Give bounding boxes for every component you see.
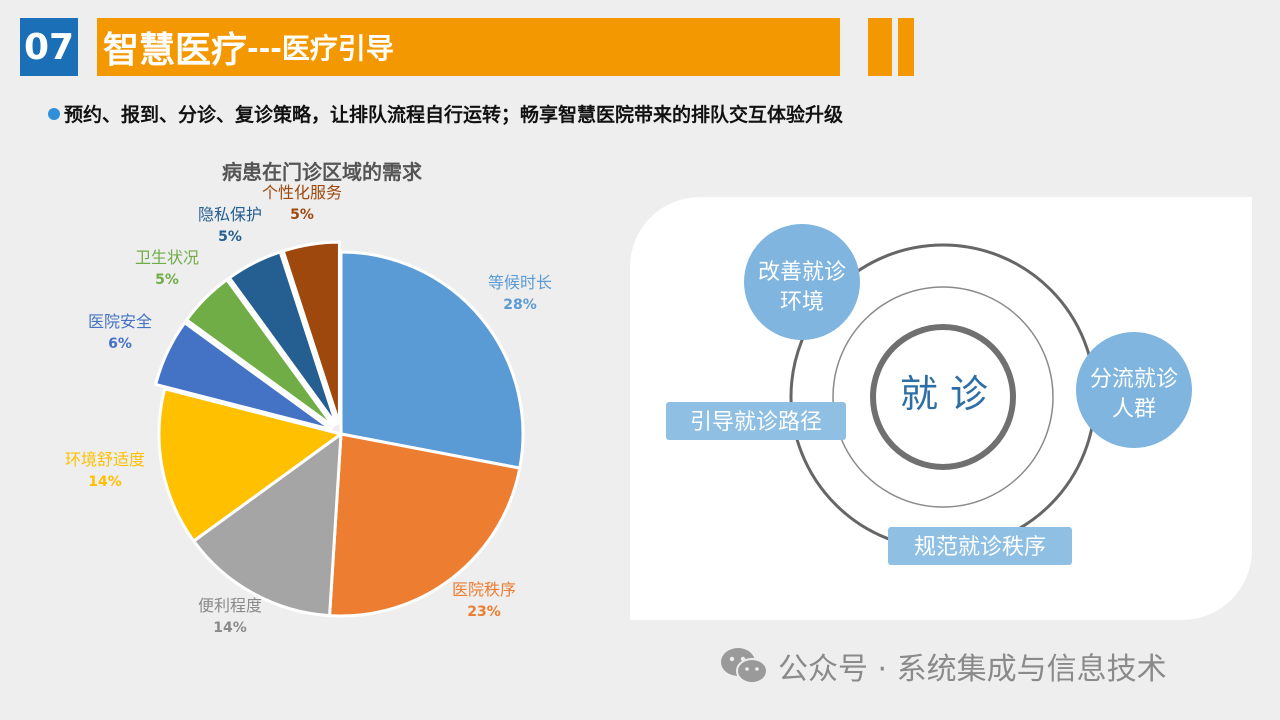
- node-env-line1: 改善就诊: [758, 260, 846, 285]
- middle-ring: [832, 286, 1054, 508]
- node-flow-line1: 分流就诊: [1090, 367, 1178, 392]
- bullet-text: 预约、报到、分诊、复诊策略，让排队流程自行运转；畅享智慧医院带来的排队交互体验升…: [64, 104, 844, 126]
- node-path-box: [666, 402, 846, 440]
- slice-label: 便利程度: [198, 596, 262, 615]
- slice-value-label: 5%: [155, 272, 179, 288]
- page-title: 智慧医疗 ---医疗引导: [97, 18, 840, 76]
- node-flow-circle: [1076, 332, 1192, 448]
- visit-diagram: 就 诊 改善就诊 环境 分流就诊 人群 引导就诊路径 规范就诊秩序: [666, 224, 1192, 565]
- node-env-circle: [744, 224, 860, 340]
- slice-label: 隐私保护: [198, 205, 262, 224]
- title-decoration-bar: [868, 18, 892, 76]
- pie-slice: [191, 430, 343, 618]
- slice-value-label: 5%: [290, 207, 314, 223]
- diagram-card: 就 诊 改善就诊 环境 分流就诊 人群 引导就诊路径 规范就诊秩序: [630, 197, 1252, 620]
- node-env-line2: 环境: [780, 290, 824, 315]
- bullet-dot-icon: [48, 107, 60, 120]
- slice-value-label: 6%: [108, 336, 132, 352]
- slice-value-label: 5%: [218, 229, 242, 245]
- slice-value-label: 14%: [213, 620, 247, 636]
- slice-label: 医院安全: [88, 312, 152, 331]
- slice-label: 医院秩序: [452, 580, 516, 599]
- node-flow-line2: 人群: [1112, 397, 1156, 422]
- slice-value-label: 14%: [88, 474, 122, 490]
- slice-label: 卫生状况: [135, 248, 199, 267]
- pie-slice: [327, 432, 522, 618]
- pie-slice: [281, 240, 341, 425]
- bullet-line: 预约、报到、分诊、复诊策略，让排队流程自行运转；畅享智慧医院带来的排队交互体验升…: [48, 100, 843, 127]
- pie-slice: [339, 250, 525, 470]
- slice-value-label: 23%: [467, 604, 501, 620]
- node-order-label: 规范就诊秩序: [914, 535, 1046, 560]
- node-order-box: [888, 527, 1072, 565]
- watermark: 公众号 · 系统集成与信息技术: [718, 644, 1167, 688]
- section-number: 07: [20, 18, 78, 76]
- title-decoration-bar: [898, 18, 914, 76]
- slice-label: 等候时长: [488, 273, 552, 292]
- inner-ring: [870, 324, 1016, 470]
- watermark-text: 公众号 · 系统集成与信息技术: [778, 652, 1167, 687]
- pie-slice: [153, 320, 333, 432]
- pie-slice: [184, 277, 336, 429]
- title-main: 智慧医疗: [103, 30, 248, 71]
- pie-chart: 等候时长 28% 医院秩序 23% 便利程度 14% 环境舒适度 14% 医院安全 6% 卫生状况 5…: [65, 183, 552, 636]
- chart-title: 病患在门诊区域的需求: [222, 160, 422, 184]
- node-path-label: 引导就诊路径: [690, 410, 822, 435]
- pie-slice: [227, 250, 338, 426]
- title-sub: ---医疗引导: [247, 32, 394, 65]
- wechat-icon: [721, 648, 768, 684]
- pie-slice: [157, 386, 345, 544]
- slice-label: 环境舒适度: [65, 450, 145, 469]
- slice-label: 个性化服务: [262, 183, 342, 202]
- slice-value-label: 28%: [503, 297, 537, 313]
- center-label: 就 诊: [900, 372, 988, 416]
